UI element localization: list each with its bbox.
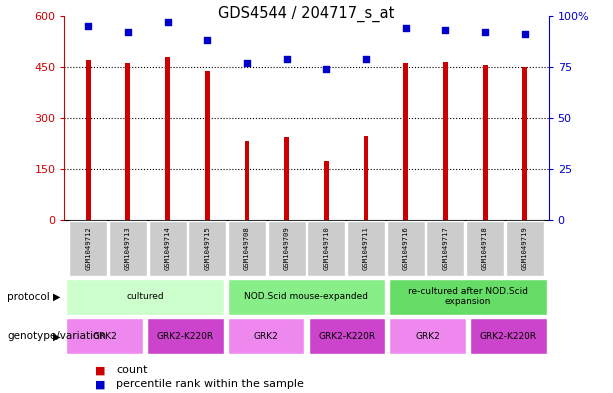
Text: GSM1049716: GSM1049716 xyxy=(403,227,409,270)
Bar xyxy=(466,220,504,277)
Bar xyxy=(268,220,306,277)
Bar xyxy=(387,220,425,277)
Point xyxy=(282,55,292,62)
Text: ▶: ▶ xyxy=(53,292,60,302)
Bar xyxy=(443,62,448,220)
Point xyxy=(441,27,451,33)
Text: GSM1049709: GSM1049709 xyxy=(284,227,290,270)
Bar xyxy=(389,279,547,315)
Bar xyxy=(69,220,107,277)
Text: GRK2: GRK2 xyxy=(93,332,117,340)
Bar xyxy=(66,279,224,315)
Point xyxy=(361,55,371,62)
Text: GSM1049708: GSM1049708 xyxy=(244,227,250,270)
Point xyxy=(123,29,133,35)
Text: cultured: cultured xyxy=(126,292,164,301)
Text: protocol: protocol xyxy=(7,292,50,302)
Bar xyxy=(245,141,249,220)
Bar xyxy=(307,220,345,277)
Text: GSM1049719: GSM1049719 xyxy=(522,227,528,270)
Text: ▶: ▶ xyxy=(53,331,60,342)
Point xyxy=(83,23,93,29)
Point xyxy=(520,31,530,37)
Bar xyxy=(389,318,466,354)
Point xyxy=(480,29,490,35)
Text: GDS4544 / 204717_s_at: GDS4544 / 204717_s_at xyxy=(218,6,395,22)
Point xyxy=(321,66,331,72)
Text: ■: ■ xyxy=(95,365,105,375)
Text: GRK2-K220R: GRK2-K220R xyxy=(157,332,214,340)
Text: GRK2: GRK2 xyxy=(415,332,440,340)
Text: GSM1049715: GSM1049715 xyxy=(204,227,210,270)
Text: ■: ■ xyxy=(95,379,105,389)
Bar xyxy=(522,67,527,220)
Bar xyxy=(228,220,266,277)
Text: GRK2-K220R: GRK2-K220R xyxy=(480,332,537,340)
Text: GRK2: GRK2 xyxy=(254,332,278,340)
Bar xyxy=(147,318,224,354)
Bar xyxy=(205,71,210,220)
Bar xyxy=(506,220,544,277)
Bar xyxy=(364,136,368,220)
Text: genotype/variation: genotype/variation xyxy=(7,331,107,342)
Text: count: count xyxy=(116,365,148,375)
Bar xyxy=(86,60,91,220)
Text: GSM1049718: GSM1049718 xyxy=(482,227,488,270)
Bar xyxy=(308,318,385,354)
Text: GSM1049711: GSM1049711 xyxy=(363,227,369,270)
Point xyxy=(401,25,411,31)
Bar xyxy=(347,220,385,277)
Bar xyxy=(403,63,408,220)
Text: percentile rank within the sample: percentile rank within the sample xyxy=(116,379,304,389)
Text: GSM1049712: GSM1049712 xyxy=(85,227,91,270)
Bar xyxy=(228,318,305,354)
Bar xyxy=(148,220,186,277)
Bar xyxy=(165,57,170,220)
Text: re-cultured after NOD.Scid
expansion: re-cultured after NOD.Scid expansion xyxy=(408,287,528,307)
Bar xyxy=(66,318,143,354)
Text: GRK2-K220R: GRK2-K220R xyxy=(318,332,375,340)
Bar xyxy=(470,318,547,354)
Text: GSM1049713: GSM1049713 xyxy=(125,227,131,270)
Bar xyxy=(427,220,465,277)
Point xyxy=(242,60,252,66)
Bar xyxy=(483,65,487,220)
Bar xyxy=(126,63,130,220)
Bar xyxy=(188,220,226,277)
Text: GSM1049717: GSM1049717 xyxy=(443,227,449,270)
Text: GSM1049710: GSM1049710 xyxy=(323,227,329,270)
Bar xyxy=(228,279,385,315)
Point xyxy=(162,19,172,25)
Bar xyxy=(324,162,329,220)
Bar xyxy=(284,137,289,220)
Text: GSM1049714: GSM1049714 xyxy=(164,227,170,270)
Text: NOD.Scid mouse-expanded: NOD.Scid mouse-expanded xyxy=(245,292,368,301)
Point xyxy=(202,37,212,43)
Bar xyxy=(109,220,147,277)
